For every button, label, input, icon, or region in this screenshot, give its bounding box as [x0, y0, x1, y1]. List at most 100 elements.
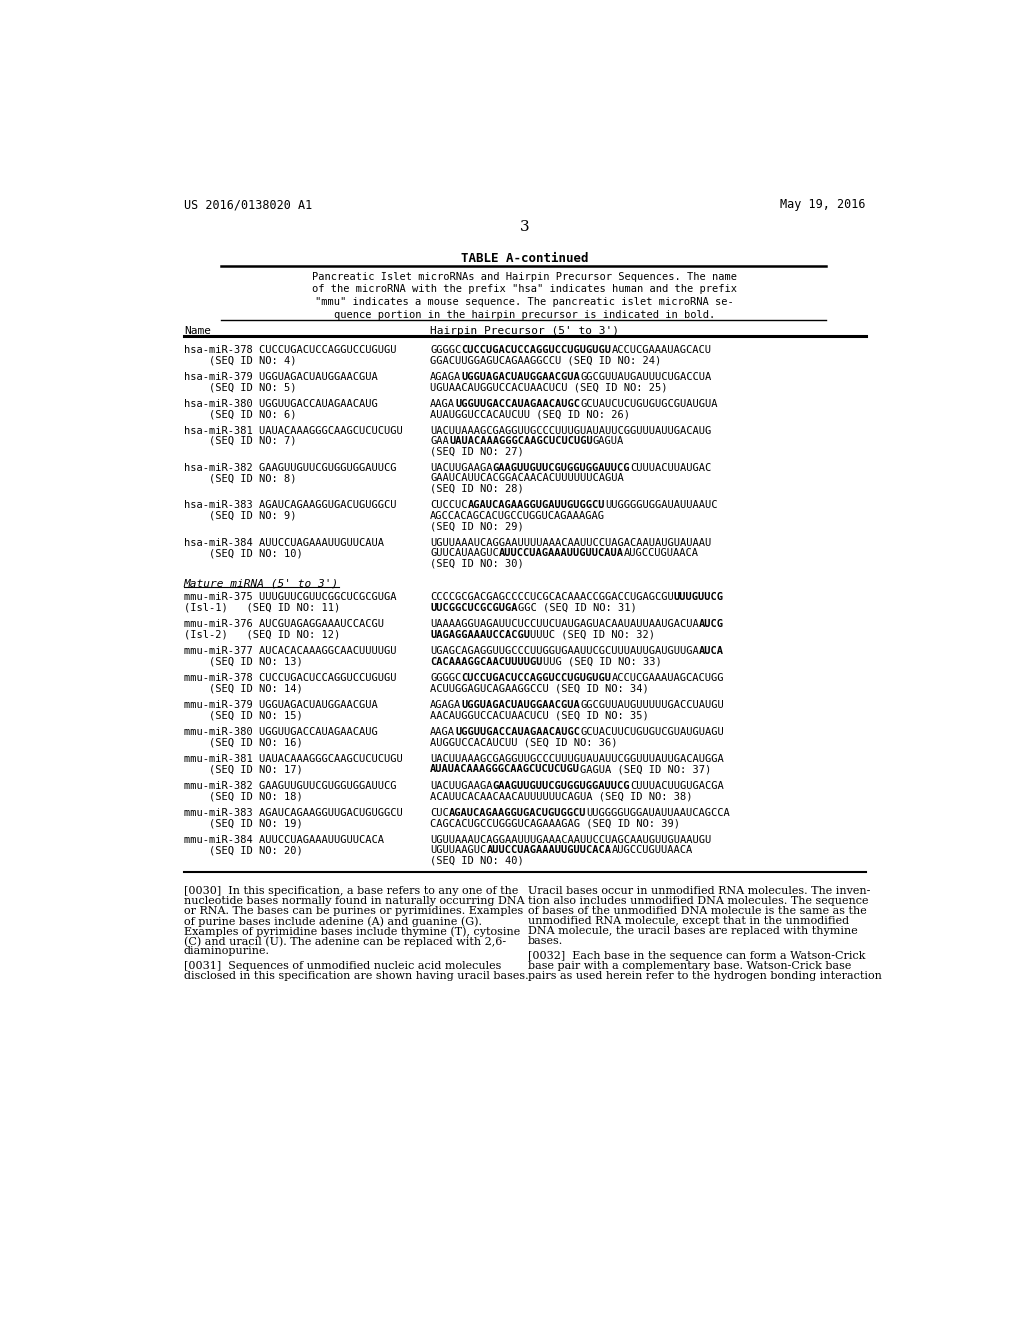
Text: or RNA. The bases can be purines or pyrimidines. Examples: or RNA. The bases can be purines or pyri… [183, 906, 523, 916]
Text: GGGGC: GGGGC [430, 673, 462, 684]
Text: DNA molecule, the uracil bases are replaced with thymine: DNA molecule, the uracil bases are repla… [528, 927, 858, 936]
Text: Uracil bases occur in unmodified RNA molecules. The inven-: Uracil bases occur in unmodified RNA mol… [528, 886, 870, 896]
Text: AGAUCAGAAGGUGAUUGUGGCU: AGAUCAGAAGGUGAUUGUGGCU [468, 500, 605, 511]
Text: AUGGUCCACAUCUU (SEQ ID NO: 36): AUGGUCCACAUCUU (SEQ ID NO: 36) [430, 738, 617, 747]
Text: ACUUGGAGUCAGAAGGCCU (SEQ ID NO: 34): ACUUGGAGUCAGAAGGCCU (SEQ ID NO: 34) [430, 684, 649, 693]
Text: mmu-miR-377 AUCACACAAAGGCAACUUUUGU: mmu-miR-377 AUCACACAAAGGCAACUUUUGU [183, 647, 396, 656]
Text: AGAGA: AGAGA [430, 700, 462, 710]
Text: [0030]  In this specification, a base refers to any one of the: [0030] In this specification, a base ref… [183, 886, 518, 896]
Text: hsa-miR-382 GAAGUUGUUCGUGGUGGAUUCG: hsa-miR-382 GAAGUUGUUCGUGGUGGAUUCG [183, 463, 396, 473]
Text: GAAGUUGUUCGUGGUGGAUUCG: GAAGUUGUUCGUGGUGGAUUCG [493, 463, 630, 473]
Text: ACCUCGAAAUAGCACU: ACCUCGAAAUAGCACU [611, 345, 712, 355]
Text: UGUAACAUGGUCCACUAACUCU (SEQ ID NO: 25): UGUAACAUGGUCCACUAACUCU (SEQ ID NO: 25) [430, 381, 668, 392]
Text: AGAGA: AGAGA [430, 372, 462, 381]
Text: UUGGGGUGGAUAUUAAUCAGCCA: UUGGGGUGGAUAUUAAUCAGCCA [587, 808, 730, 818]
Text: GAGUA: GAGUA [593, 436, 624, 446]
Text: UAGAGGAAAUCCACGU: UAGAGGAAAUCCACGU [430, 630, 530, 640]
Text: UAUACAAAGGGCAAGCUCUCUGU: UAUACAAAGGGCAAGCUCUCUGU [449, 436, 593, 446]
Text: (SEQ ID NO: 5): (SEQ ID NO: 5) [183, 381, 296, 392]
Text: CUUUACUUGUGACGA: CUUUACUUGUGACGA [630, 781, 724, 791]
Text: [0032]  Each base in the sequence can form a Watson-Crick: [0032] Each base in the sequence can for… [528, 952, 865, 961]
Text: AUGCCUGUAACA: AUGCCUGUAACA [624, 548, 699, 558]
Text: disclosed in this specification are shown having uracil bases.: disclosed in this specification are show… [183, 972, 528, 981]
Text: GAAGUUGUUCGUGGUGGAUUCG: GAAGUUGUUCGUGGUGGAUUCG [493, 781, 630, 791]
Text: (SEQ ID NO: 9): (SEQ ID NO: 9) [183, 511, 296, 520]
Text: GCUACUUCUGUGUCGUAUGUAGU: GCUACUUCUGUGUCGUAUGUAGU [581, 727, 724, 737]
Text: UGGUUGACCAUAGAACAUGC: UGGUUGACCAUAGAACAUGC [456, 727, 581, 737]
Text: AAGA: AAGA [430, 399, 456, 409]
Text: UUG (SEQ ID NO: 33): UUG (SEQ ID NO: 33) [543, 656, 662, 667]
Text: mmu-miR-384 AUUCCUAGAAAUUGUUCACA: mmu-miR-384 AUUCCUAGAAAUUGUUCACA [183, 834, 384, 845]
Text: US 2016/0138020 A1: US 2016/0138020 A1 [183, 198, 312, 211]
Text: UUUGUUCG: UUUGUUCG [674, 593, 724, 602]
Text: AUCA: AUCA [699, 647, 724, 656]
Text: (SEQ ID NO: 16): (SEQ ID NO: 16) [183, 738, 302, 747]
Text: of purine bases include adenine (A) and guanine (G).: of purine bases include adenine (A) and … [183, 916, 482, 927]
Text: TABLE A-continued: TABLE A-continued [461, 252, 589, 265]
Text: UACUUGAAGA: UACUUGAAGA [430, 781, 493, 791]
Text: (Isl-2)   (SEQ ID NO: 12): (Isl-2) (SEQ ID NO: 12) [183, 630, 340, 640]
Text: (SEQ ID NO: 27): (SEQ ID NO: 27) [430, 446, 524, 457]
Text: GCUAUCUCUGUGUGCGUAUGUA: GCUAUCUCUGUGUGCGUAUGUA [581, 399, 718, 409]
Text: UGGUAGACUAUGGAACGUA: UGGUAGACUAUGGAACGUA [462, 700, 581, 710]
Text: (SEQ ID NO: 4): (SEQ ID NO: 4) [183, 355, 296, 366]
Text: AUUCCUAGAAAUUGUUCAUA: AUUCCUAGAAAUUGUUCAUA [499, 548, 624, 558]
Text: (C) and uracil (U). The adenine can be replaced with 2,6-: (C) and uracil (U). The adenine can be r… [183, 936, 506, 946]
Text: (SEQ ID NO: 8): (SEQ ID NO: 8) [183, 474, 296, 483]
Text: GGGGC: GGGGC [430, 345, 462, 355]
Text: hsa-miR-379 UGGUAGACUAUGGAACGUA: hsa-miR-379 UGGUAGACUAUGGAACGUA [183, 372, 378, 381]
Text: (SEQ ID NO: 20): (SEQ ID NO: 20) [183, 845, 302, 855]
Text: GGCGUUAUGAUUUCUGACCUA: GGCGUUAUGAUUUCUGACCUA [581, 372, 712, 381]
Text: of bases of the unmodified DNA molecule is the same as the: of bases of the unmodified DNA molecule … [528, 906, 866, 916]
Text: 3: 3 [520, 220, 529, 234]
Text: mmu-miR-381 UAUACAAAGGGCAAGCUCUCUGU: mmu-miR-381 UAUACAAAGGGCAAGCUCUCUGU [183, 754, 402, 764]
Text: UACUUGAAGA: UACUUGAAGA [430, 463, 493, 473]
Text: Name: Name [183, 326, 211, 337]
Text: UGUUAAAUCAGGAAUUUGAAACAAUUCCUAGCAAUGUUGUAAUGU: UGUUAAAUCAGGAAUUUGAAACAAUUCCUAGCAAUGUUGU… [430, 834, 712, 845]
Text: (SEQ ID NO: 30): (SEQ ID NO: 30) [430, 558, 524, 569]
Text: (SEQ ID NO: 13): (SEQ ID NO: 13) [183, 656, 302, 667]
Text: CUUUACUUAUGAC: CUUUACUUAUGAC [630, 463, 712, 473]
Text: hsa-miR-383 AGAUCAGAAGGUGACUGUGGCU: hsa-miR-383 AGAUCAGAAGGUGACUGUGGCU [183, 500, 396, 511]
Text: (SEQ ID NO: 14): (SEQ ID NO: 14) [183, 684, 302, 693]
Text: GAA: GAA [430, 436, 449, 446]
Text: UGAGCAGAGGUUGCCCUUGGUGAAUUCGCUUUAUUGAUGUUGA: UGAGCAGAGGUUGCCCUUGGUGAAUUCGCUUUAUUGAUGU… [430, 647, 699, 656]
Text: bases.: bases. [528, 936, 563, 946]
Text: GGCGUUAUGUUUUUGACCUAUGU: GGCGUUAUGUUUUUGACCUAUGU [581, 700, 724, 710]
Text: (SEQ ID NO: 18): (SEQ ID NO: 18) [183, 792, 302, 801]
Text: UGUUAAGUC: UGUUAAGUC [430, 845, 486, 855]
Text: mmu-miR-376 AUCGUAGAGGAAAUCCACGU: mmu-miR-376 AUCGUAGAGGAAAUCCACGU [183, 619, 384, 630]
Text: GAAUCAUUCACGGACAACACUUUUUUCAGUA: GAAUCAUUCACGGACAACACUUUUUUCAGUA [430, 474, 624, 483]
Text: CUCCUGACUCCAGGUCCUGUGUGU: CUCCUGACUCCAGGUCCUGUGUGU [462, 345, 611, 355]
Text: mmu-miR-375 UUUGUUCGUUCGGCUCGCGUGA: mmu-miR-375 UUUGUUCGUUCGGCUCGCGUGA [183, 593, 396, 602]
Text: hsa-miR-384 AUUCCUAGAAAUUGUUCAUA: hsa-miR-384 AUUCCUAGAAAUUGUUCAUA [183, 537, 384, 548]
Text: UACUUAAAGCGAGGUUGCCCUUUGUAUAUUCGGUUUAUUGACAUGGA: UACUUAAAGCGAGGUUGCCCUUUGUAUAUUCGGUUUAUUG… [430, 754, 724, 764]
Text: "mmu" indicates a mouse sequence. The pancreatic islet microRNA se-: "mmu" indicates a mouse sequence. The pa… [315, 297, 734, 308]
Text: Examples of pyrimidine bases include thymine (T), cytosine: Examples of pyrimidine bases include thy… [183, 927, 520, 937]
Text: of the microRNA with the prefix "hsa" indicates human and the prefix: of the microRNA with the prefix "hsa" in… [312, 284, 737, 294]
Text: (SEQ ID NO: 19): (SEQ ID NO: 19) [183, 818, 302, 828]
Text: GAGUA (SEQ ID NO: 37): GAGUA (SEQ ID NO: 37) [581, 764, 712, 775]
Text: (SEQ ID NO: 15): (SEQ ID NO: 15) [183, 710, 302, 721]
Text: CACAAAGGCAACUUUUGU: CACAAAGGCAACUUUUGU [430, 656, 543, 667]
Text: hsa-miR-381 UAUACAAAGGGCAAGCUCUCUGU: hsa-miR-381 UAUACAAAGGGCAAGCUCUCUGU [183, 425, 402, 436]
Text: (SEQ ID NO: 17): (SEQ ID NO: 17) [183, 764, 302, 775]
Text: Mature miRNA (5' to 3'): Mature miRNA (5' to 3') [183, 578, 339, 587]
Text: UAAAAGGUAGAUUCUCCUUCUAUGAGUACAAUAUUAAUGACUA: UAAAAGGUAGAUUCUCCUUCUAUGAGUACAAUAUUAAUGA… [430, 619, 699, 630]
Text: unmodified RNA molecule, except that in the unmodified: unmodified RNA molecule, except that in … [528, 916, 849, 927]
Text: base pair with a complementary base. Watson-Crick base: base pair with a complementary base. Wat… [528, 961, 851, 972]
Text: (SEQ ID NO: 28): (SEQ ID NO: 28) [430, 483, 524, 494]
Text: AACAUGGUCCACUAACUCU (SEQ ID NO: 35): AACAUGGUCCACUAACUCU (SEQ ID NO: 35) [430, 710, 649, 721]
Text: mmu-miR-380 UGGUUGACCAUAGAACAUG: mmu-miR-380 UGGUUGACCAUAGAACAUG [183, 727, 378, 737]
Text: tion also includes unmodified DNA molecules. The sequence: tion also includes unmodified DNA molecu… [528, 896, 868, 906]
Text: UUUC (SEQ ID NO: 32): UUUC (SEQ ID NO: 32) [530, 630, 655, 640]
Text: AUAUACAAAGGGCAAGCUCUCUGU: AUAUACAAAGGGCAAGCUCUCUGU [430, 764, 581, 775]
Text: CUCCUGACUCCAGGUCCUGUGUGU: CUCCUGACUCCAGGUCCUGUGUGU [462, 673, 611, 684]
Text: CUC: CUC [430, 808, 449, 818]
Text: AAGA: AAGA [430, 727, 456, 737]
Text: UGGUUGACCAUAGAACAUGC: UGGUUGACCAUAGAACAUGC [456, 399, 581, 409]
Text: AGAUCAGAAGGUGACUGUGGCU: AGAUCAGAAGGUGACUGUGGCU [449, 808, 587, 818]
Text: UACUUAAAGCGAGGUUGCCCUUUGUAUAUUCGGUUUAUUGACAUG: UACUUAAAGCGAGGUUGCCCUUUGUAUAUUCGGUUUAUUG… [430, 425, 712, 436]
Text: GGACUUGGAGUCAGAAGGCCU (SEQ ID NO: 24): GGACUUGGAGUCAGAAGGCCU (SEQ ID NO: 24) [430, 355, 662, 366]
Text: ACAUUCACAACAACAUUUUUUCAGUA (SEQ ID NO: 38): ACAUUCACAACAACAUUUUUUCAGUA (SEQ ID NO: 3… [430, 792, 693, 801]
